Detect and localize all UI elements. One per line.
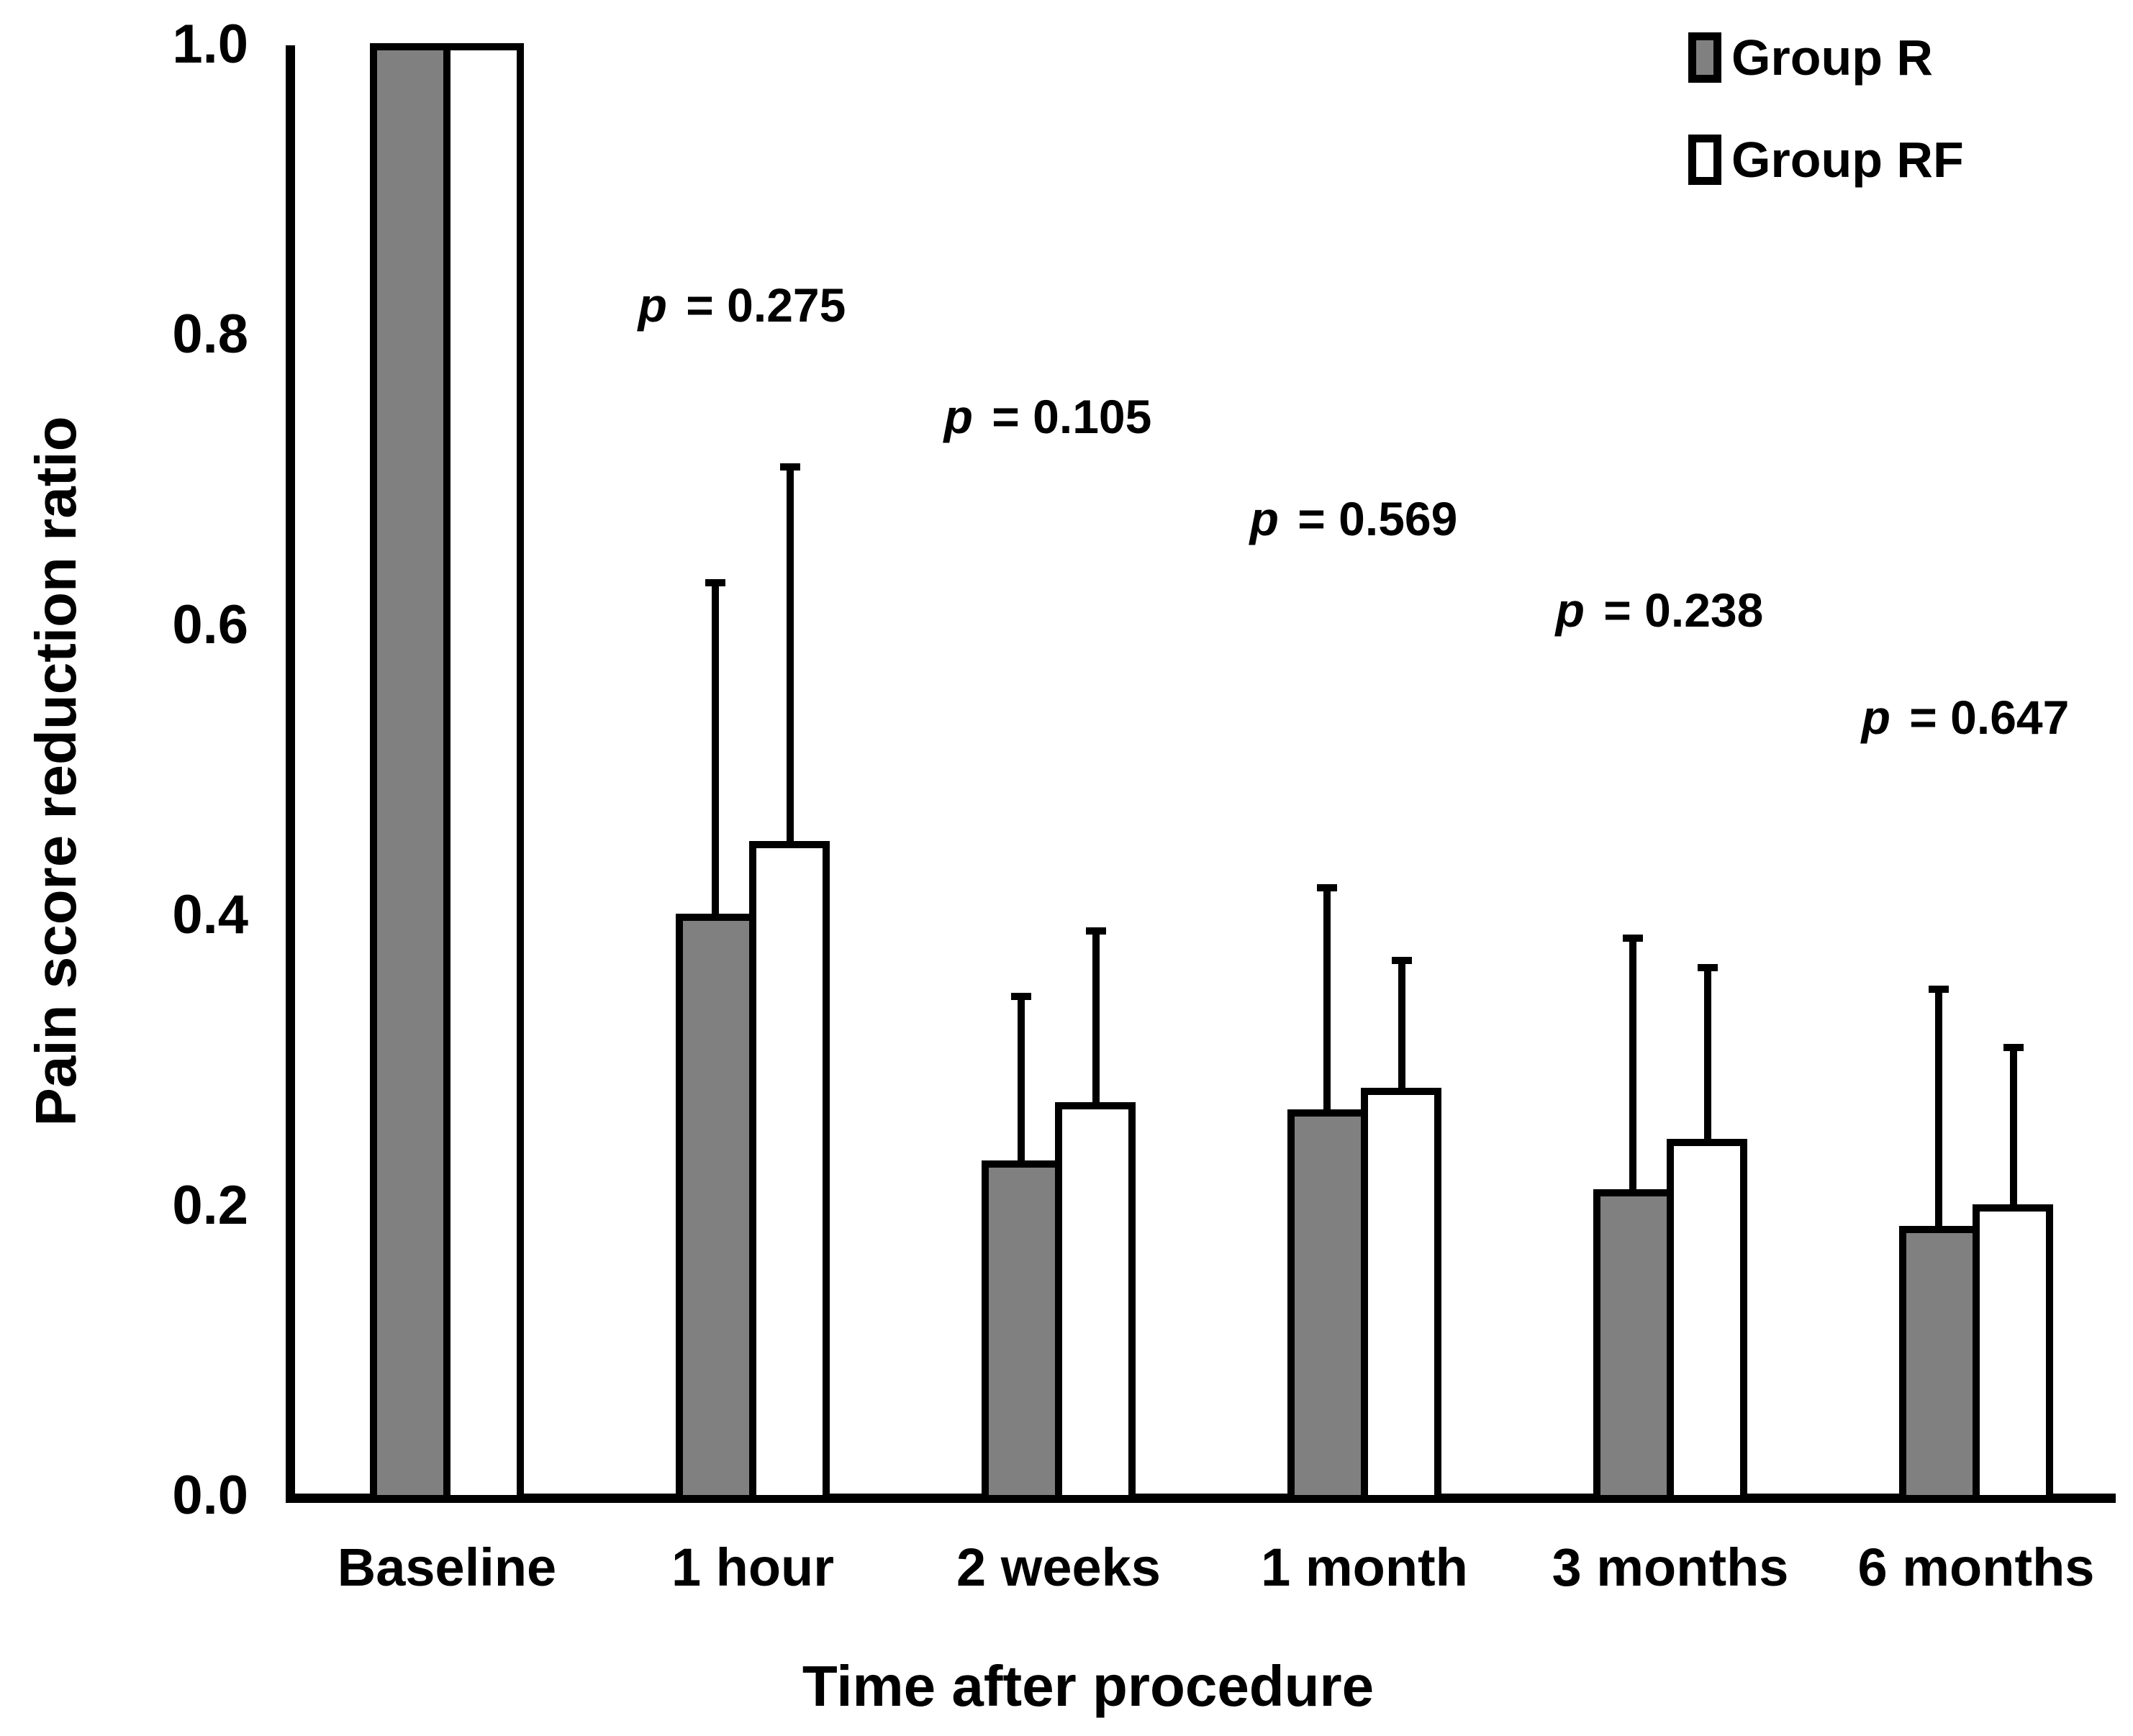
error-bar-group-rf-3-months — [1704, 968, 1711, 1142]
error-bar-group-r-6-months — [1935, 990, 1942, 1230]
y-tick-label: 0.8 — [172, 304, 248, 365]
bar-group-rf-baseline — [443, 43, 524, 1502]
error-bar-cap-group-r-1-hour — [705, 579, 725, 587]
legend: Group R Group RF — [1688, 29, 1964, 233]
legend-item-group-rf: Group RF — [1688, 131, 1964, 188]
error-bar-cap-group-r-2-weeks — [1011, 993, 1031, 1001]
error-bar-cap-group-rf-1-hour — [780, 463, 800, 471]
bar-group-r-3-months — [1593, 1189, 1674, 1502]
p-value-text: = 0.275 — [672, 278, 846, 332]
legend-label: Group R — [1731, 29, 1933, 86]
p-value-text: = 0.238 — [1590, 583, 1764, 637]
x-tick-label-1-hour: 1 hour — [671, 1537, 835, 1597]
p-value-annotation-3-months: p = 0.238 — [1556, 583, 1764, 637]
y-tick-label: 0.0 — [172, 1465, 248, 1527]
error-bar-cap-group-r-3-months — [1623, 935, 1643, 942]
bar-group-r-1-month — [1287, 1109, 1368, 1502]
p-italic: p — [1249, 491, 1279, 545]
error-bar-cap-group-r-1-month — [1317, 883, 1337, 891]
y-tick-label: 0.2 — [172, 1174, 248, 1236]
bar-group-rf-3-months — [1667, 1138, 1747, 1502]
p-italic: p — [943, 390, 973, 444]
bar-group-rf-6-months — [1973, 1204, 2053, 1502]
error-bar-cap-group-rf-3-months — [1698, 963, 1718, 971]
bar-group-r-2-weeks — [982, 1160, 1062, 1502]
legend-swatch-icon — [1688, 135, 1721, 185]
x-tick-label-1-month: 1 month — [1261, 1537, 1468, 1597]
error-bar-group-r-3-months — [1629, 939, 1636, 1194]
p-value-text: = 0.105 — [978, 390, 1152, 444]
error-bar-group-r-1-hour — [712, 583, 719, 918]
p-italic: p — [1555, 583, 1585, 637]
p-value-text: = 0.569 — [1284, 491, 1458, 545]
error-bar-group-rf-1-month — [1398, 960, 1405, 1092]
error-bar-cap-group-rf-1-month — [1392, 956, 1412, 964]
error-bar-group-r-1-month — [1323, 888, 1331, 1114]
error-bar-group-r-2-weeks — [1018, 997, 1025, 1165]
error-bar-group-rf-2-weeks — [1092, 932, 1100, 1106]
bar-group-rf-1-month — [1361, 1088, 1441, 1502]
x-tick-label-6-months: 6 months — [1857, 1537, 2095, 1597]
bar-group-r-1-hour — [676, 914, 756, 1502]
error-bar-group-rf-1-hour — [787, 467, 794, 845]
p-italic: p — [638, 278, 667, 332]
y-tick-label: 0.6 — [172, 594, 248, 655]
x-axis-title: Time after procedure — [802, 1654, 1375, 1718]
p-value-annotation-1-month: p = 0.569 — [1250, 491, 1458, 546]
x-tick-label-2-weeks: 2 weeks — [956, 1537, 1161, 1597]
error-bar-cap-group-rf-2-weeks — [1086, 927, 1106, 935]
bar-group-rf-2-weeks — [1055, 1102, 1136, 1502]
bar-group-r-baseline — [370, 43, 450, 1502]
p-value-text: = 0.647 — [1896, 690, 2070, 744]
p-value-annotation-6-months: p = 0.647 — [1862, 690, 2070, 745]
y-axis-line — [286, 45, 295, 1502]
x-tick-label-baseline: Baseline — [337, 1537, 557, 1597]
p-value-annotation-2-weeks: p = 0.105 — [944, 389, 1152, 444]
legend-label: Group RF — [1731, 132, 1964, 188]
x-tick-label-3-months: 3 months — [1552, 1537, 1789, 1597]
x-axis-line — [286, 1494, 2116, 1503]
bar-group-rf-1-hour — [749, 841, 830, 1502]
error-bar-cap-group-rf-6-months — [2003, 1043, 2024, 1051]
legend-swatch-icon — [1688, 32, 1721, 83]
error-bar-cap-group-r-6-months — [1929, 986, 1949, 994]
y-tick-label: 1.0 — [172, 14, 248, 76]
y-tick-label: 0.4 — [172, 884, 248, 946]
p-italic: p — [1861, 690, 1890, 744]
bar-group-r-6-months — [1899, 1225, 1980, 1502]
p-value-annotation-1-hour: p = 0.275 — [638, 278, 846, 332]
legend-item-group-r: Group R — [1688, 29, 1964, 86]
error-bar-group-rf-6-months — [2010, 1047, 2017, 1208]
y-axis-title: Pain score reduction ratio — [24, 416, 88, 1127]
